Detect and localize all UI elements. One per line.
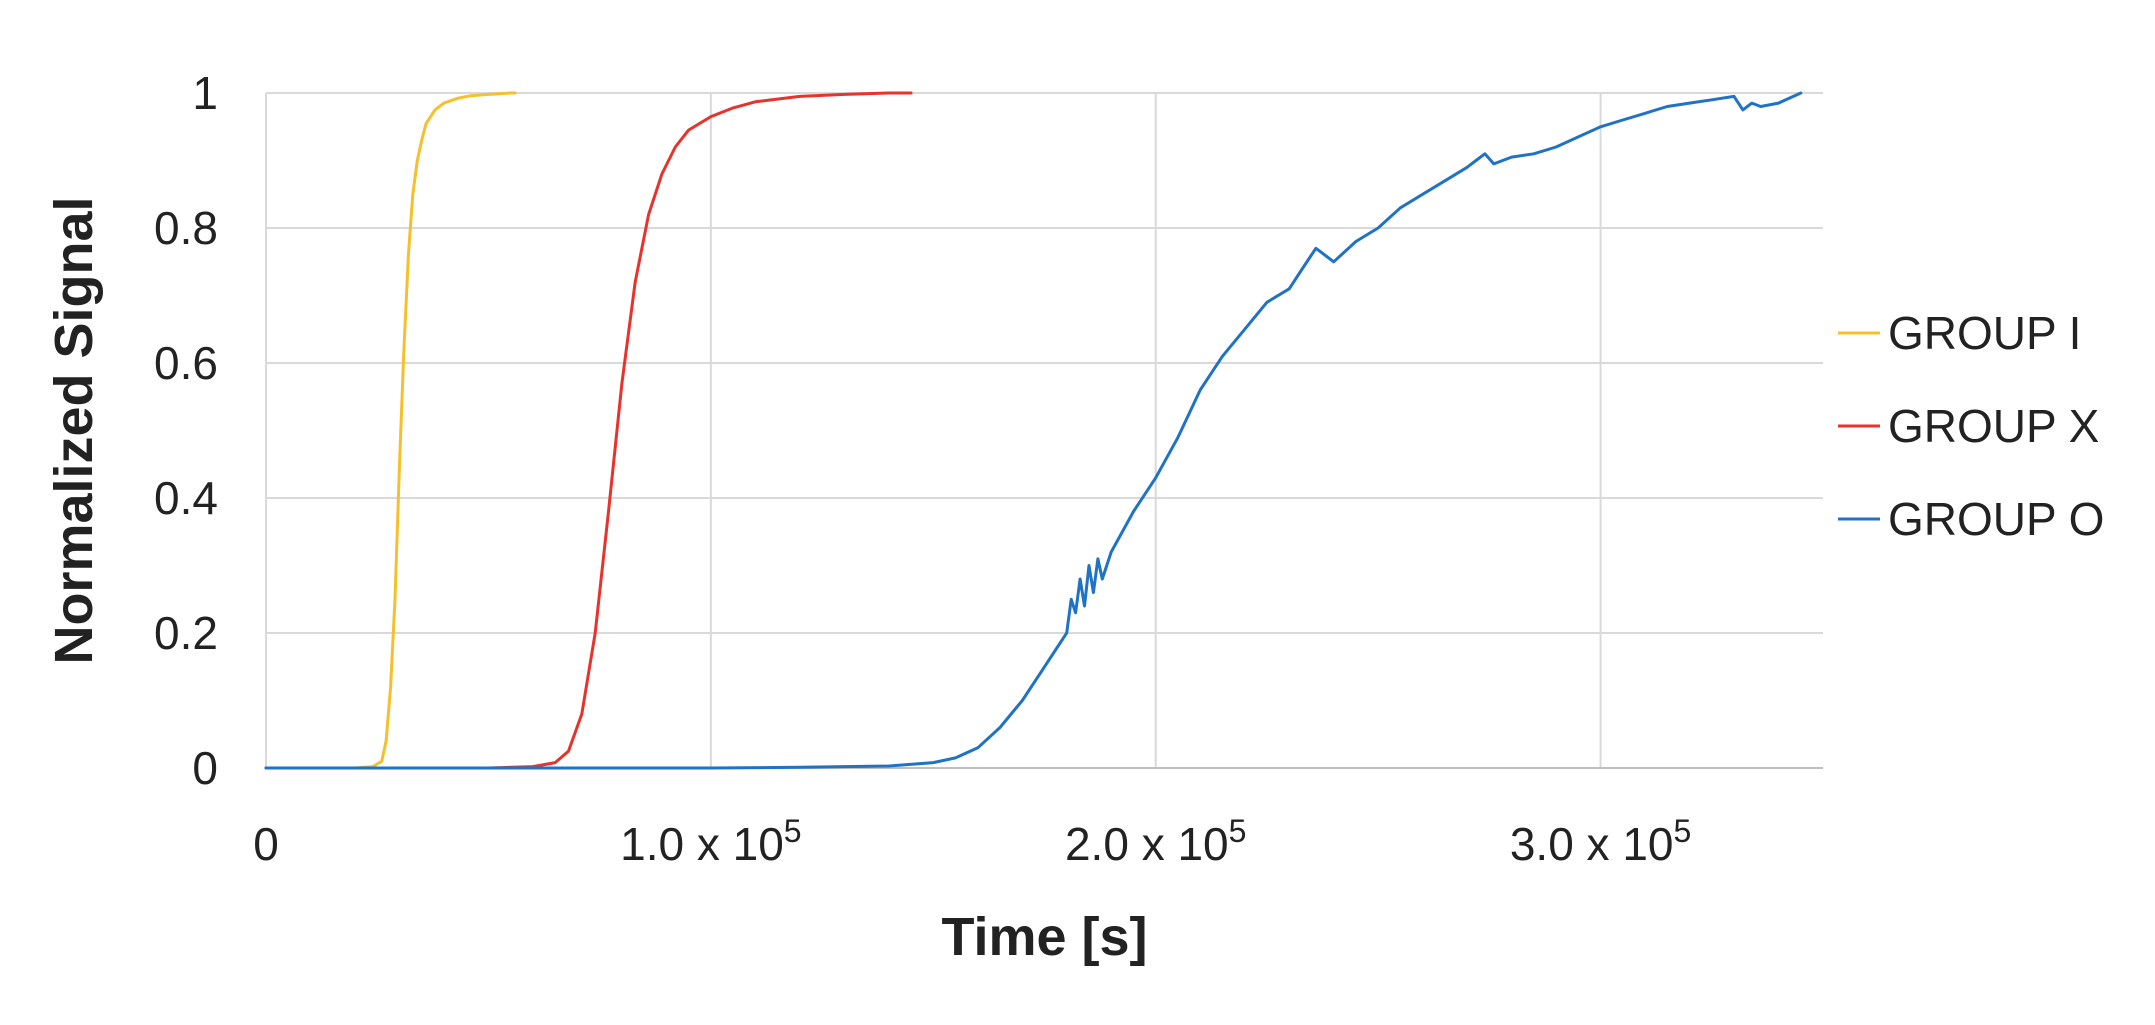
x-tick-label-base: 0 — [253, 818, 279, 870]
x-tick-label: 0 — [253, 818, 279, 870]
x-tick-label-exponent: 5 — [784, 813, 802, 849]
y-tick-label: 0 — [192, 742, 218, 794]
x-tick-label: 3.0 x 105 — [1510, 813, 1691, 870]
series-line-group-o — [264, 91, 1803, 770]
y-tick-label: 0.6 — [154, 337, 218, 389]
x-tick-label-exponent: 5 — [1229, 813, 1247, 849]
legend-label: GROUP O — [1888, 493, 2104, 545]
y-tick-label: 1 — [192, 67, 218, 119]
axis-titles: Time [s] Normalized Signal — [44, 196, 1148, 967]
x-tick-label: 2.0 x 105 — [1065, 813, 1246, 870]
y-axis-title: Normalized Signal — [44, 196, 104, 664]
legend-label: GROUP I — [1888, 307, 2081, 359]
x-tick-label-base: 2.0 x 10 — [1065, 818, 1229, 870]
series-line-group-i — [264, 91, 517, 770]
y-tick-label: 0.2 — [154, 607, 218, 659]
gridlines — [266, 92, 1823, 768]
x-axis-title: Time [s] — [941, 907, 1147, 967]
x-tick-label-base: 1.0 x 10 — [620, 818, 784, 870]
tick-labels: 00.20.40.60.810 1.0 x 105 2.0 x 105 3.0 x 1… — [154, 67, 1691, 870]
series-lines — [264, 91, 1803, 770]
x-tick-label-base: 3.0 x 10 — [1510, 818, 1674, 870]
legend-label: GROUP X — [1888, 400, 2099, 452]
y-tick-label: 0.8 — [154, 202, 218, 254]
legend: GROUP I GROUP X GROUP O — [1838, 307, 2104, 545]
x-tick-label-exponent: 5 — [1674, 813, 1692, 849]
x-tick-label: 1.0 x 105 — [620, 813, 801, 870]
y-tick-label: 0.4 — [154, 472, 218, 524]
series-line-group-x — [264, 91, 913, 770]
